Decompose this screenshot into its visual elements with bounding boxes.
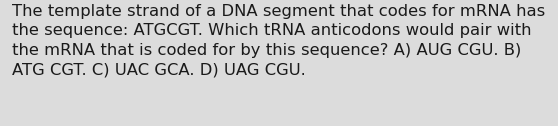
Text: The template strand of a DNA segment that codes for mRNA has
the sequence: ATGCG: The template strand of a DNA segment tha… — [12, 4, 546, 77]
